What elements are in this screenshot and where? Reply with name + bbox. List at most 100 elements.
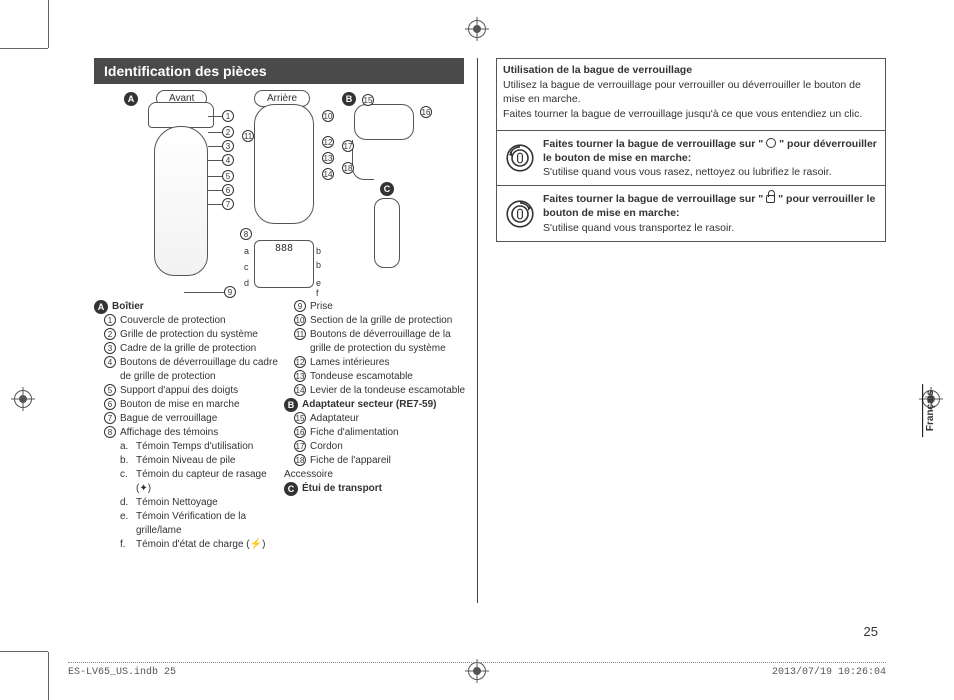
callout-6: 6 xyxy=(222,184,234,196)
parts-list-item: 10Section de la grille de protection xyxy=(284,314,474,328)
callout-18: 18 xyxy=(342,162,354,174)
part-label: Boutons de déverrouillage de la grille d… xyxy=(310,328,474,356)
unlock-box: Faites tourner la bague de verrouillage … xyxy=(496,130,886,187)
part-label: Support d'appui des doigts xyxy=(120,384,284,398)
part-label: Boutons de déverrouillage du cadre de gr… xyxy=(120,356,284,384)
part-label: Bague de verrouillage xyxy=(120,412,284,426)
parts-list-item: 14 Levier de la tondeuse escamotable xyxy=(284,384,474,398)
callout-17: 17 xyxy=(342,140,354,152)
panel-letter-f: f xyxy=(316,288,319,298)
part-number: 9 xyxy=(294,300,306,312)
lcd-panel-outline: 888 xyxy=(254,240,314,288)
footer-timestamp: 2013/07/19 10:26:04 xyxy=(772,667,886,682)
subitem-letter: c. xyxy=(120,468,136,482)
callout-12: 12 xyxy=(322,136,334,148)
parts-list-subitem: c.Témoin du capteur de rasage (✦) xyxy=(94,468,284,496)
parts-list-item: 16Fiche d'alimentation xyxy=(284,426,474,440)
parts-list-subitem: a.Témoin Temps d'utilisation xyxy=(94,440,284,454)
print-footer: ES-LV65_US.indb 25 2013/07/19 10:26:04 xyxy=(68,662,886,682)
part-number: 2 xyxy=(104,328,116,340)
part-label: Cordon xyxy=(310,440,474,454)
lock-text: Faites tourner la bague de verrouillage … xyxy=(543,186,885,241)
part-label: Couvercle de protection xyxy=(120,314,284,328)
callout-8: 8 xyxy=(240,228,252,240)
callout-1: 1 xyxy=(222,110,234,122)
part-number: 6 xyxy=(104,398,116,410)
part-number: 15 xyxy=(294,412,306,424)
part-number: 5 xyxy=(104,384,116,396)
subitem-label: Témoin Temps d'utilisation xyxy=(136,440,284,454)
crop-mark xyxy=(0,48,48,49)
group-c-badge: C xyxy=(380,182,394,196)
lock-ring-intro: Utilisation de la bague de verrouillage … xyxy=(496,58,886,130)
group-a-badge: A xyxy=(124,92,138,106)
subitem-letter: d. xyxy=(120,496,136,510)
parts-list-item: 6 Bouton de mise en marche xyxy=(94,398,284,412)
subitem-label: Témoin du capteur de rasage (✦) xyxy=(136,468,284,496)
part-label: Bouton de mise en marche xyxy=(120,398,284,412)
callout-14: 14 xyxy=(322,168,334,180)
parts-list-subitem: b.Témoin Niveau de pile xyxy=(94,454,284,468)
shaver-rear-outline xyxy=(254,104,314,224)
part-number: 4 xyxy=(104,356,116,368)
crop-mark xyxy=(48,0,49,48)
panel-letter-d: d xyxy=(244,278,249,288)
parts-list-item: 2 Grille de protection du système xyxy=(94,328,284,342)
group-b-badge: B xyxy=(342,92,356,106)
parts-list-item: 5 Support d'appui des doigts xyxy=(94,384,284,398)
panel-letter-c: c xyxy=(244,262,249,272)
part-label: Adaptateur xyxy=(310,412,474,426)
unlock-text: Faites tourner la bague de verrouillage … xyxy=(543,131,885,186)
lock-ring-line2: Faites tourner la bague de verrouillage … xyxy=(503,107,879,122)
unlock-icon xyxy=(497,131,543,186)
part-label: Fiche de l'appareil xyxy=(310,454,474,468)
page-number: 25 xyxy=(864,624,878,639)
footer-filename: ES-LV65_US.indb 25 xyxy=(68,667,176,682)
part-number: 11 xyxy=(294,328,306,340)
subitem-label: Témoin d'état de charge (⚡) xyxy=(136,538,284,552)
shaver-front-outline xyxy=(154,126,208,276)
lock-body: S'utilise quand vous transportez le raso… xyxy=(543,222,734,234)
parts-list-subitem: e.Témoin Vérification de la grille/lame xyxy=(94,510,284,538)
lock-box: Faites tourner la bague de verrouillage … xyxy=(496,186,886,242)
parts-list-item: 4 Boutons de déverrouillage du cadre de g… xyxy=(94,356,284,384)
group-a-header: A Boîtier xyxy=(94,300,284,314)
leader-line xyxy=(208,160,222,161)
parts-diagram: A Avant Arrière B C 888 1 2 3 4 5 6 7 8 … xyxy=(94,90,464,300)
part-label: Levier de la tondeuse escamotable xyxy=(310,384,474,398)
parts-lists: A Boîtier 1 Couvercle de protection 2 Grill… xyxy=(94,300,474,552)
padlock-icon xyxy=(766,195,775,203)
part-label: Fiche d'alimentation xyxy=(310,426,474,440)
subitem-label: Témoin Niveau de pile xyxy=(136,454,284,468)
group-b-header: B Adaptateur secteur (RE7-59) xyxy=(284,398,474,412)
callout-15: 15 xyxy=(362,94,374,106)
page-content: Identification des pièces A Avant Arrièr… xyxy=(94,58,884,643)
callout-11: 11 xyxy=(242,130,254,142)
group-b-title: Adaptateur secteur (RE7-59) xyxy=(302,398,436,412)
unlock-body: S'utilise quand vous vous rasez, nettoye… xyxy=(543,166,832,178)
part-label: Grille de protection du système xyxy=(120,328,284,342)
subitem-letter: e. xyxy=(120,510,136,524)
part-label: Cadre de la grille de protection xyxy=(120,342,284,356)
parts-col-right: 9Prise10Section de la grille de protecti… xyxy=(284,300,474,552)
leader-line xyxy=(208,116,222,117)
lock-icon xyxy=(497,186,543,241)
leader-line xyxy=(208,146,222,147)
part-number: 3 xyxy=(104,342,116,354)
parts-list-item: 18Fiche de l'appareil xyxy=(284,454,474,468)
lock-ring-title: Utilisation de la bague de verrouillage xyxy=(503,63,879,78)
callout-3: 3 xyxy=(222,140,234,152)
parts-list-item: 12Lames intérieures xyxy=(284,356,474,370)
callout-16: 16 xyxy=(420,106,432,118)
registration-mark xyxy=(14,390,32,408)
power-circle-icon xyxy=(766,138,776,148)
parts-col-left: A Boîtier 1 Couvercle de protection 2 Grill… xyxy=(94,300,284,552)
part-number: 17 xyxy=(294,440,306,452)
part-number: 1 xyxy=(104,314,116,326)
part-number: 14 xyxy=(294,384,306,396)
panel-letter-a: a xyxy=(244,246,249,256)
language-tab: Français xyxy=(922,384,936,437)
leader-line xyxy=(184,292,224,293)
parts-list-subitem: f.Témoin d'état de charge (⚡) xyxy=(94,538,284,552)
leader-line xyxy=(208,176,222,177)
